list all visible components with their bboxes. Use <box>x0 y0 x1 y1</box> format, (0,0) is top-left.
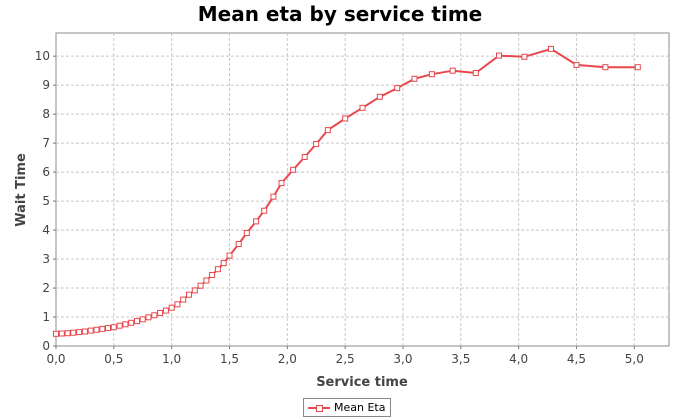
x-axis-title: Service time <box>316 375 408 390</box>
x-tick-label: 3,0 <box>393 352 412 366</box>
x-tick-label: 2,0 <box>278 352 297 366</box>
data-point <box>411 75 418 82</box>
data-point <box>53 330 59 337</box>
data-point <box>93 326 100 333</box>
data-point <box>168 304 175 311</box>
y-tick-label: 8 <box>42 107 50 121</box>
x-tick-label: 1,0 <box>162 352 181 366</box>
data-point <box>521 53 528 60</box>
data-point <box>105 325 111 331</box>
x-tick-label: 5,0 <box>625 352 644 366</box>
data-point <box>573 61 580 68</box>
y-tick-label: 0 <box>42 339 50 353</box>
data-point <box>472 70 479 76</box>
data-point <box>110 324 117 331</box>
y-tick-label: 3 <box>42 252 50 266</box>
y-tick-label: 6 <box>42 165 50 179</box>
data-point <box>548 45 554 52</box>
data-point <box>602 64 609 71</box>
data-point <box>151 312 158 319</box>
data-point <box>376 93 383 100</box>
y-axis-title: Wait Time <box>14 153 29 227</box>
legend-label-mean-eta: Mean Eta <box>334 401 386 414</box>
data-point <box>70 329 77 336</box>
x-tick-label: 0,5 <box>104 352 123 366</box>
x-tick-label: 1,5 <box>220 352 239 366</box>
data-point <box>180 296 187 303</box>
data-point <box>235 241 242 247</box>
y-tick-label: 9 <box>42 78 50 92</box>
chart-legend: Mean Eta <box>303 398 392 417</box>
y-tick-label: 5 <box>42 194 50 208</box>
data-point <box>253 218 260 225</box>
data-point <box>81 328 88 335</box>
data-point <box>157 310 164 316</box>
data-point <box>134 318 140 325</box>
chart-title: Mean eta by service time <box>197 2 483 26</box>
legend-swatch-mean-eta <box>308 403 330 413</box>
data-point <box>301 154 308 160</box>
data-point <box>139 316 146 323</box>
x-tick-label: 0,0 <box>46 352 65 366</box>
x-tick-label: 2,5 <box>336 352 355 366</box>
data-point <box>214 266 221 273</box>
x-tick-label: 3,5 <box>451 352 470 366</box>
data-point <box>220 260 227 267</box>
data-point <box>634 64 641 71</box>
data-point <box>313 141 320 147</box>
data-point <box>394 85 401 92</box>
data-point <box>76 329 83 336</box>
data-point <box>278 180 285 187</box>
data-point <box>99 325 106 332</box>
x-tick-label: 4,5 <box>567 352 586 366</box>
data-point <box>122 321 129 328</box>
data-point <box>226 252 233 259</box>
y-tick-label: 7 <box>42 136 50 150</box>
y-tick-label: 4 <box>42 223 50 237</box>
data-point <box>87 327 94 334</box>
data-point <box>324 127 331 134</box>
data-point <box>58 330 65 337</box>
data-point <box>186 291 192 298</box>
data-point <box>197 282 204 289</box>
y-tick-label: 2 <box>42 281 50 295</box>
data-point <box>261 207 268 214</box>
data-point <box>243 230 250 236</box>
data-point <box>428 71 435 78</box>
data-point <box>191 287 198 294</box>
data-point <box>270 193 277 200</box>
data-point <box>449 67 456 74</box>
y-tick-label: 1 <box>42 310 50 324</box>
data-point <box>145 314 152 321</box>
data-point <box>203 277 210 284</box>
data-point <box>64 330 71 337</box>
x-tick-label: 4,0 <box>509 352 528 366</box>
y-tick-label: 10 <box>35 49 50 63</box>
data-point <box>174 301 181 308</box>
data-point <box>162 307 169 314</box>
data-point <box>359 104 366 111</box>
data-point <box>290 166 297 173</box>
data-point <box>209 272 216 278</box>
data-point <box>496 52 502 59</box>
data-point <box>128 319 135 326</box>
plot-area <box>55 32 670 347</box>
data-point <box>116 322 123 329</box>
data-point <box>342 115 349 122</box>
